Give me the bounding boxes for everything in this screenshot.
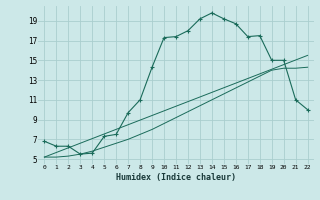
X-axis label: Humidex (Indice chaleur): Humidex (Indice chaleur) [116,173,236,182]
